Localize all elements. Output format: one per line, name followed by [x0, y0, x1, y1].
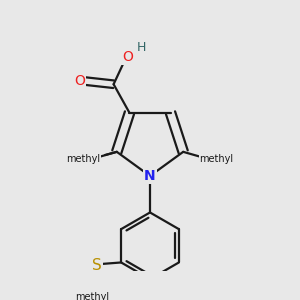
Text: S: S	[92, 258, 102, 273]
Text: methyl: methyl	[200, 154, 234, 164]
Text: methyl: methyl	[66, 154, 100, 164]
Text: methyl: methyl	[76, 292, 110, 300]
Text: N: N	[144, 169, 156, 183]
Text: O: O	[74, 74, 85, 88]
Text: O: O	[122, 50, 133, 64]
Text: H: H	[136, 40, 146, 54]
Text: methyl: methyl	[95, 156, 100, 157]
